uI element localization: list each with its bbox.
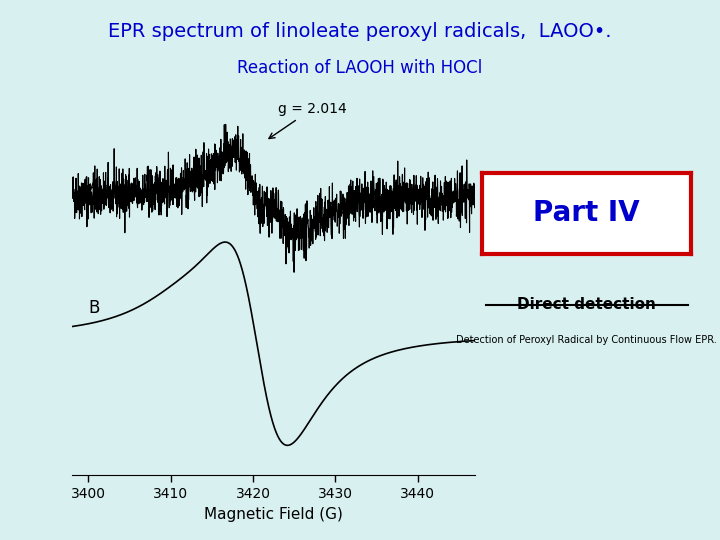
Text: A: A [89,178,100,195]
Text: Detection of Peroxyl Radical by Continuous Flow EPR.: Detection of Peroxyl Radical by Continuo… [456,335,717,345]
Text: B: B [89,299,100,317]
Text: Direct detection: Direct detection [518,297,656,312]
Text: Reaction of LAOOH with HOCl: Reaction of LAOOH with HOCl [238,59,482,77]
X-axis label: Magnetic Field (G): Magnetic Field (G) [204,507,343,522]
Text: Part IV: Part IV [534,199,640,227]
Text: g = 2.014: g = 2.014 [269,102,346,139]
Text: EPR spectrum of linoleate peroxyl radicals,  LAOO•.: EPR spectrum of linoleate peroxyl radica… [108,22,612,40]
